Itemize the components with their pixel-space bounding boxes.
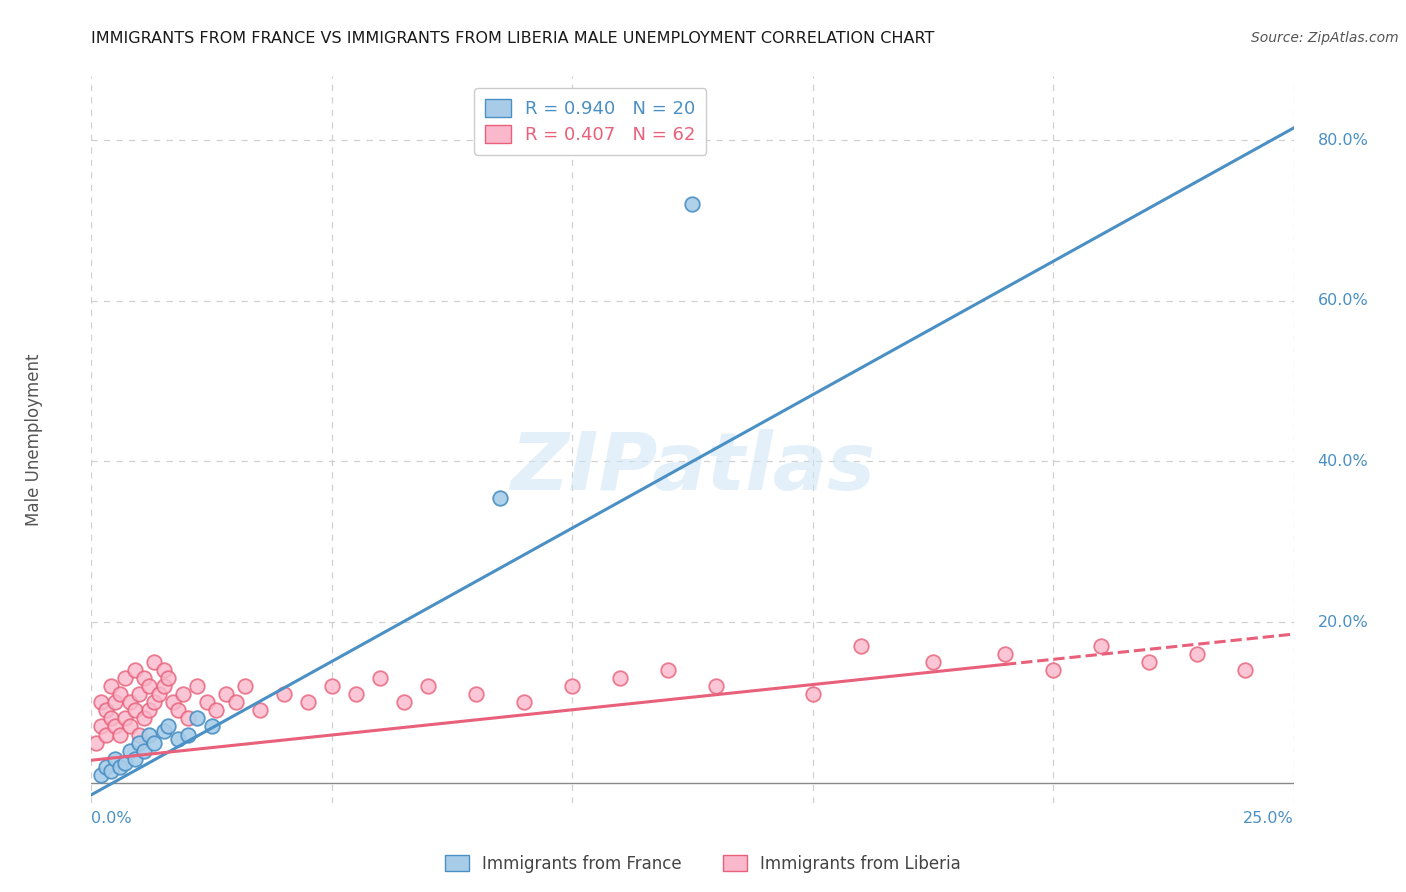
Point [205, 703, 228, 717]
Text: 0.0%: 0.0% [91, 811, 132, 826]
Point [215, 687, 238, 701]
Point [142, 655, 165, 669]
Point [1137, 655, 1160, 669]
Point [138, 679, 160, 693]
Point [124, 751, 146, 765]
Point [233, 679, 256, 693]
Point [416, 679, 439, 693]
Point [138, 727, 160, 741]
Point [609, 671, 631, 685]
Point [104, 719, 127, 733]
Point [186, 711, 208, 725]
Legend: R = 0.940   N = 20, R = 0.407   N = 62: R = 0.940 N = 20, R = 0.407 N = 62 [474, 88, 706, 155]
Point [94, 727, 117, 741]
Point [994, 647, 1017, 661]
Point [172, 687, 194, 701]
Point [1042, 663, 1064, 677]
Point [90, 695, 112, 709]
Point [368, 671, 391, 685]
Point [201, 719, 224, 733]
Point [104, 751, 127, 765]
Point [157, 671, 180, 685]
Text: 60.0%: 60.0% [1317, 293, 1368, 309]
Point [124, 663, 146, 677]
Point [114, 756, 136, 770]
Point [104, 695, 127, 709]
Legend: Immigrants from France, Immigrants from Liberia: Immigrants from France, Immigrants from … [439, 848, 967, 880]
Point [273, 687, 295, 701]
Point [167, 731, 190, 746]
Point [94, 759, 117, 773]
Point [922, 655, 945, 669]
Point [1090, 639, 1112, 653]
Point [706, 679, 728, 693]
Point [110, 759, 132, 773]
Point [148, 687, 170, 701]
Point [114, 671, 136, 685]
Point [681, 197, 703, 211]
Point [186, 679, 208, 693]
Text: 40.0%: 40.0% [1317, 454, 1368, 469]
Point [142, 735, 165, 749]
Point [90, 719, 112, 733]
Point [297, 695, 319, 709]
Point [138, 703, 160, 717]
Point [1187, 647, 1209, 661]
Point [134, 671, 156, 685]
Point [392, 695, 415, 709]
Text: ZIPatlas: ZIPatlas [510, 429, 875, 508]
Point [849, 639, 872, 653]
Text: 80.0%: 80.0% [1317, 133, 1368, 147]
Point [118, 743, 141, 757]
Point [128, 727, 150, 741]
Point [465, 687, 488, 701]
Point [176, 711, 198, 725]
Point [152, 679, 174, 693]
Point [124, 703, 146, 717]
Point [114, 711, 136, 725]
Text: 25.0%: 25.0% [1243, 811, 1294, 826]
Point [100, 679, 122, 693]
Text: 20.0%: 20.0% [1317, 615, 1368, 630]
Point [128, 735, 150, 749]
Point [321, 679, 343, 693]
Point [225, 695, 247, 709]
Point [344, 687, 367, 701]
Point [801, 687, 824, 701]
Point [561, 679, 583, 693]
Text: Male Unemployment: Male Unemployment [25, 353, 42, 525]
Point [100, 711, 122, 725]
Point [195, 695, 218, 709]
Point [157, 719, 180, 733]
Point [152, 663, 174, 677]
Point [94, 703, 117, 717]
Point [657, 663, 679, 677]
Point [118, 695, 141, 709]
Point [152, 723, 174, 738]
Point [90, 767, 112, 781]
Point [134, 743, 156, 757]
Point [1234, 663, 1257, 677]
Point [118, 719, 141, 733]
Point [162, 695, 184, 709]
Point [110, 687, 132, 701]
Point [167, 703, 190, 717]
Point [176, 727, 198, 741]
Text: Source: ZipAtlas.com: Source: ZipAtlas.com [1251, 31, 1399, 45]
Point [84, 735, 107, 749]
Point [142, 695, 165, 709]
Point [513, 695, 536, 709]
Point [100, 764, 122, 778]
Point [128, 687, 150, 701]
Point [110, 727, 132, 741]
Point [134, 711, 156, 725]
Point [249, 703, 271, 717]
Text: IMMIGRANTS FROM FRANCE VS IMMIGRANTS FROM LIBERIA MALE UNEMPLOYMENT CORRELATION : IMMIGRANTS FROM FRANCE VS IMMIGRANTS FRO… [91, 31, 935, 46]
Point [489, 491, 512, 505]
